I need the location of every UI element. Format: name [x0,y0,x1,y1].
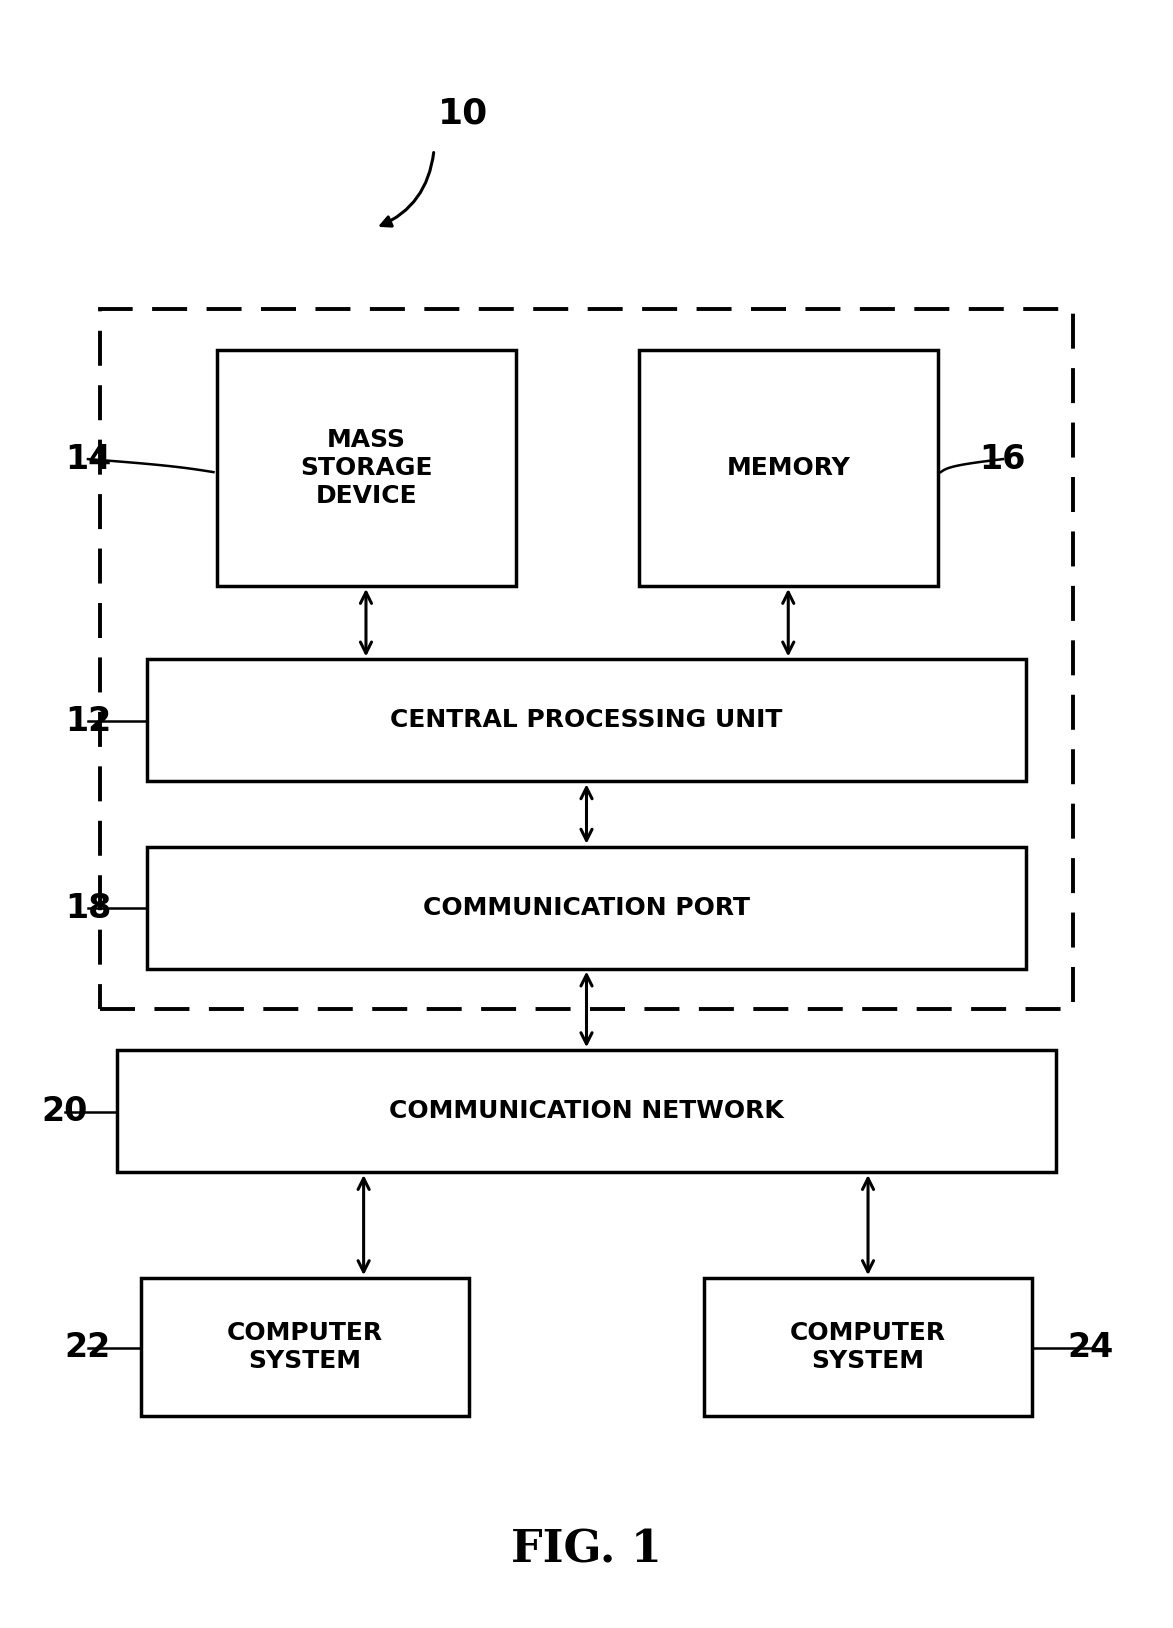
Bar [141,1278,469,1416]
Text: COMMUNICATION NETWORK: COMMUNICATION NETWORK [389,1099,784,1123]
Bar [147,847,1026,969]
Bar [639,350,938,586]
Bar [704,1278,1032,1416]
Text: MEMORY: MEMORY [727,456,850,480]
Bar [217,350,516,586]
Text: CENTRAL PROCESSING UNIT: CENTRAL PROCESSING UNIT [391,708,782,733]
Bar [147,659,1026,781]
Text: FIG. 1: FIG. 1 [511,1529,662,1571]
Text: 18: 18 [65,892,111,925]
Text: 10: 10 [439,98,488,130]
Text: 16: 16 [979,443,1026,475]
Text: 12: 12 [65,705,111,737]
Text: 20: 20 [41,1096,88,1128]
Text: 14: 14 [65,443,111,475]
Text: MASS
STORAGE
DEVICE: MASS STORAGE DEVICE [300,428,433,508]
Text: 22: 22 [65,1332,111,1364]
Text: COMPUTER
SYSTEM: COMPUTER SYSTEM [789,1322,947,1372]
Text: 24: 24 [1067,1332,1114,1364]
Text: COMPUTER
SYSTEM: COMPUTER SYSTEM [226,1322,384,1372]
Bar [117,1050,1056,1172]
Text: COMMUNICATION PORT: COMMUNICATION PORT [423,895,750,920]
Bar [100,309,1073,1009]
